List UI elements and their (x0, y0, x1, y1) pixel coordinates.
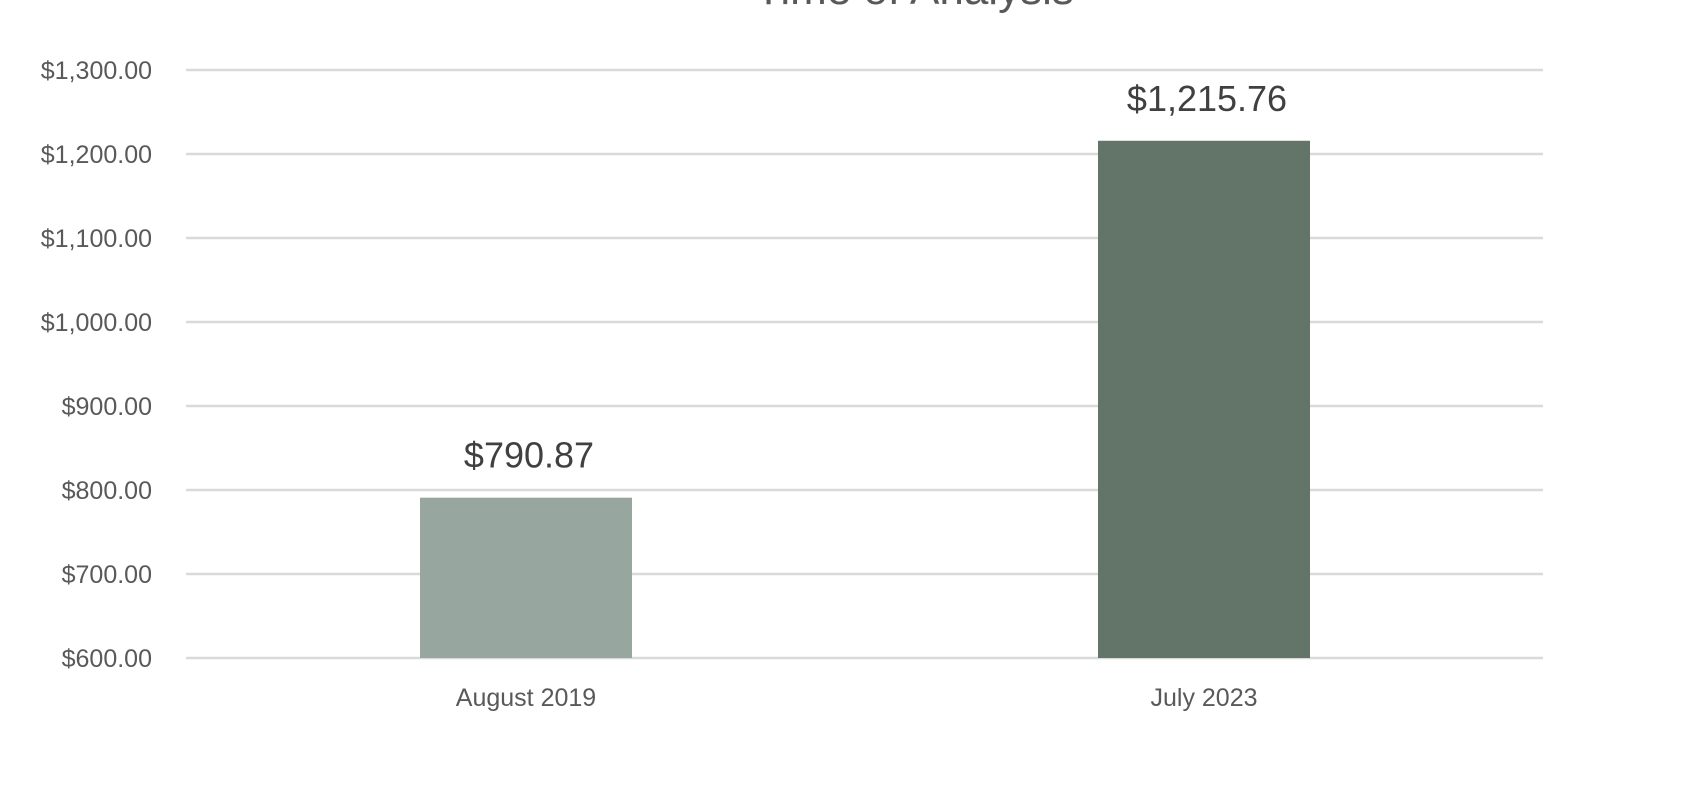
data-label: $1,215.76 (1127, 78, 1287, 119)
data-labels: $790.87 $1,215.76 (464, 78, 1287, 476)
x-category-label: July 2023 (1150, 684, 1257, 712)
y-tick-label: $1,200.00 (41, 141, 152, 169)
bars (420, 140, 1310, 658)
y-tick-label: $1,300.00 (41, 57, 152, 85)
y-tick-label: $900.00 (62, 393, 152, 421)
bar (420, 497, 632, 658)
y-tick-label: $1,000.00 (41, 309, 152, 337)
chart-title: Time of Analysis (755, 0, 1074, 14)
x-category-label: August 2019 (456, 684, 596, 712)
x-axis-category-labels: August 2019 July 2023 (456, 684, 1258, 712)
y-tick-label: $800.00 (62, 477, 152, 505)
y-axis-tick-labels: $600.00 $700.00 $800.00 $900.00 $1,000.00 $1,… (41, 57, 152, 673)
y-tick-label: $1,100.00 (41, 225, 152, 253)
y-tick-label: $600.00 (62, 645, 152, 673)
data-label: $790.87 (464, 435, 594, 476)
y-tick-label: $700.00 (62, 561, 152, 589)
bar (1098, 140, 1310, 658)
gridlines (186, 68, 1543, 660)
